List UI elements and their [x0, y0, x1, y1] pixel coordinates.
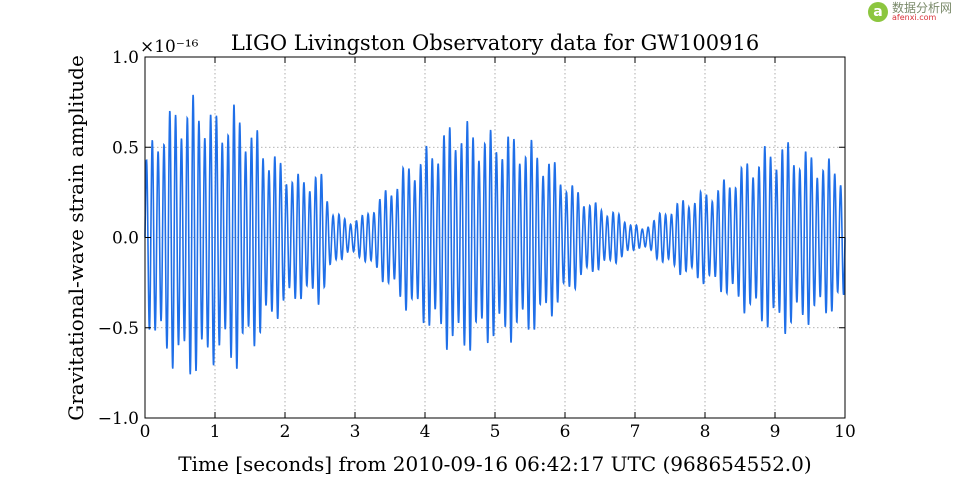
- x-tick-label: 9: [770, 422, 781, 442]
- x-tick-label: 4: [420, 422, 431, 442]
- y-multiplier-label: ×10⁻¹⁶: [140, 37, 199, 57]
- y-tick-label: 1.0: [112, 48, 139, 68]
- y-tick-label: 0.5: [112, 138, 139, 158]
- x-tick-label: 6: [560, 422, 571, 442]
- tick-layer: [144, 56, 846, 419]
- x-tick-label: 1: [210, 422, 221, 442]
- strain-series-line: [144, 94, 846, 375]
- x-axis-label: Time [seconds] from 2010-09-16 06:42:17 …: [178, 452, 811, 476]
- x-tick-label: 5: [490, 422, 501, 442]
- x-tick-label: 0: [140, 422, 151, 442]
- data-layer: [144, 94, 846, 375]
- y-tick-label: 0.0: [112, 229, 139, 249]
- watermark-text: 数据分析网 afenxi.com: [892, 2, 952, 22]
- x-tick-label: 8: [700, 422, 711, 442]
- y-tick-label: −0.5: [98, 319, 139, 339]
- tick-label-layer: 0 1 2 3 4 5 6 7 8 9 10 −1.0 −0.5 0.0 0.5 1.0: [98, 48, 856, 442]
- x-tick-label: 7: [630, 422, 641, 442]
- chart-title: LIGO Livingston Observatory data for GW1…: [231, 31, 759, 55]
- x-tick-label: 2: [280, 422, 291, 442]
- x-tick-label: 10: [834, 422, 856, 442]
- watermark: a 数据分析网 afenxi.com: [867, 2, 952, 22]
- y-tick-label: −1.0: [98, 409, 139, 429]
- watermark-text-cn: 数据分析网: [891, 1, 952, 15]
- x-tick-label: 3: [350, 422, 361, 442]
- watermark-text-en: afenxi.com: [891, 13, 937, 22]
- y-axis-label: Gravitational-wave strain amplitude: [64, 55, 88, 421]
- watermark-logo-icon: a: [867, 2, 888, 22]
